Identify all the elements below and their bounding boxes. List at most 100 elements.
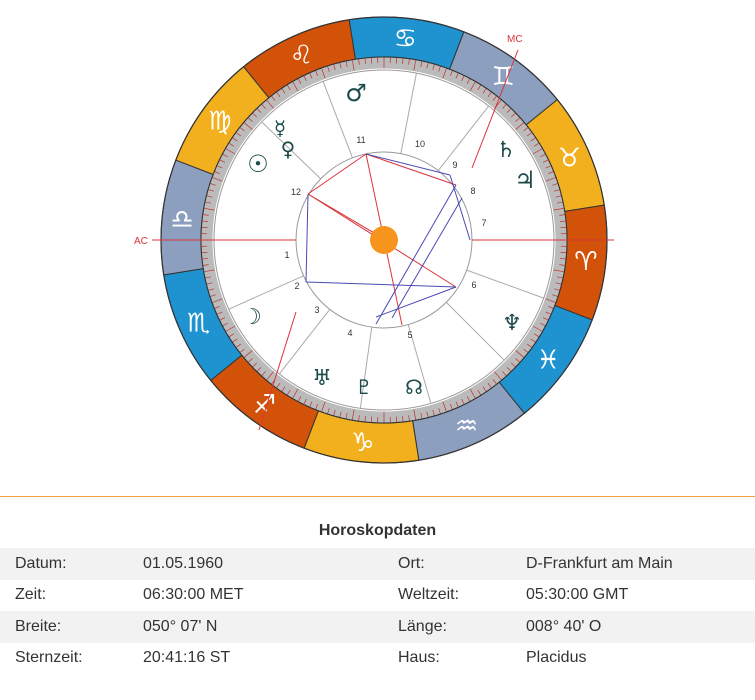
degree-tick bbox=[492, 95, 497, 101]
degree-tick bbox=[217, 311, 223, 315]
degree-tick bbox=[506, 367, 512, 372]
degree-tick bbox=[345, 61, 348, 67]
degree-tick bbox=[202, 220, 209, 222]
house-cusp-line bbox=[228, 275, 304, 310]
zodiac-glyph-sagittarius: ♐ bbox=[253, 390, 276, 420]
house-number-4: 4 bbox=[347, 328, 352, 338]
degree-tick bbox=[461, 398, 465, 405]
row-value: D-Frankfurt am Main bbox=[511, 548, 755, 580]
house-number-2: 2 bbox=[294, 281, 299, 291]
degree-tick bbox=[547, 171, 554, 175]
degree-tick bbox=[358, 59, 360, 65]
degree-tick bbox=[413, 409, 417, 420]
degree-tick bbox=[469, 388, 476, 399]
row-label: Sternzeit: bbox=[15, 649, 83, 667]
degree-tick bbox=[532, 148, 543, 155]
degree-tick bbox=[545, 165, 551, 169]
horoscope-chart: ♋ ♊ ♉ ♈ ♓ ♒ ♑ ♐ ♏ ♎ ♍ ♌ 1 2 3 4 5 6 7 8 9 10 11 12 ☉ ☽ ☿ ♀ ♂ ♃ ♄ ♅ ♆ ♇ ☊… bbox=[134, 16, 614, 464]
degree-tick bbox=[286, 389, 291, 395]
degree-tick bbox=[303, 75, 307, 82]
degree-tick bbox=[256, 367, 262, 372]
house-number-1: 1 bbox=[284, 250, 289, 260]
degree-tick bbox=[413, 60, 417, 71]
degree-tick bbox=[266, 371, 274, 381]
degree-tick bbox=[540, 154, 546, 158]
house-number-11: 11 bbox=[356, 135, 365, 145]
degree-tick bbox=[286, 85, 291, 91]
house-cusp-line bbox=[359, 327, 373, 409]
planet-jupiter-icon: ♃ bbox=[514, 166, 536, 194]
planet-positions: ☉ ☽ ☿♀ ♂ ♃ ♄ ♅ ♆ ♇ ☊ bbox=[242, 79, 536, 399]
degree-tick bbox=[449, 70, 453, 77]
degree-tick bbox=[333, 410, 336, 416]
degree-tick bbox=[276, 382, 281, 388]
degree-tick bbox=[204, 269, 215, 273]
degree-tick bbox=[553, 207, 564, 211]
degree-tick bbox=[530, 338, 536, 343]
house-number-6: 6 bbox=[471, 280, 476, 290]
zodiac-glyph-pisces: ♓ bbox=[537, 345, 560, 375]
degree-tick bbox=[208, 189, 214, 192]
degree-tick bbox=[502, 371, 507, 376]
row-label: Haus: bbox=[398, 649, 440, 667]
aspect-line bbox=[375, 184, 457, 325]
row-label: Datum: bbox=[0, 548, 128, 580]
degree-tick bbox=[203, 214, 209, 216]
degree-tick bbox=[248, 117, 253, 122]
degree-tick bbox=[432, 410, 435, 416]
degree-tick bbox=[532, 325, 543, 332]
section-divider bbox=[0, 496, 755, 497]
degree-tick bbox=[315, 70, 319, 77]
degree-tick bbox=[530, 137, 536, 142]
angle-axis-line bbox=[258, 311, 297, 431]
degree-tick bbox=[555, 195, 562, 198]
degree-tick bbox=[408, 59, 410, 65]
degree-tick bbox=[206, 195, 213, 198]
degree-tick bbox=[239, 127, 245, 132]
planet-node-icon: ☊ bbox=[405, 375, 423, 399]
house-cusp-line bbox=[322, 81, 353, 159]
degree-tick bbox=[455, 401, 459, 407]
zodiac-glyph-cancer: ♋ bbox=[394, 24, 417, 54]
degree-tick bbox=[540, 322, 546, 326]
degree-tick bbox=[545, 177, 556, 182]
degree-tick bbox=[243, 122, 253, 130]
center-dot bbox=[370, 226, 398, 254]
degree-tick bbox=[298, 396, 302, 402]
aspect-line bbox=[375, 286, 457, 318]
degree-tick bbox=[261, 104, 266, 109]
planet-saturn-icon: ♄ bbox=[496, 138, 516, 163]
house-number-5: 5 bbox=[407, 330, 412, 340]
degree-tick bbox=[309, 73, 313, 79]
degree-tick bbox=[229, 333, 235, 338]
degree-tick bbox=[292, 388, 299, 399]
house-cusps bbox=[228, 73, 544, 409]
degree-tick bbox=[339, 62, 342, 69]
degree-tick bbox=[545, 311, 551, 315]
degree-tick bbox=[542, 159, 549, 163]
degree-tick bbox=[523, 127, 529, 132]
house-number-8: 8 bbox=[470, 186, 475, 196]
zodiac-glyph-scorpio: ♏ bbox=[187, 309, 210, 339]
degree-tick bbox=[552, 183, 558, 186]
planet-sun-icon: ☉ bbox=[247, 150, 269, 178]
planet-mercury-icon: ☿ bbox=[274, 116, 286, 140]
degree-tick bbox=[236, 132, 242, 137]
degree-tick bbox=[219, 317, 226, 321]
degree-tick bbox=[236, 343, 242, 348]
degree-tick bbox=[321, 68, 326, 79]
degree-tick bbox=[487, 92, 492, 98]
degree-tick bbox=[466, 78, 470, 84]
row-label: Weltzeit: bbox=[398, 586, 460, 604]
degree-tick bbox=[420, 61, 423, 67]
degree-tick bbox=[327, 408, 330, 414]
degree-tick bbox=[276, 92, 281, 98]
degree-tick bbox=[321, 401, 326, 412]
degree-tick bbox=[281, 386, 286, 392]
degree-tick bbox=[426, 411, 429, 418]
house-number-9: 9 bbox=[452, 160, 457, 170]
degree-tick bbox=[351, 60, 355, 71]
degree-tick bbox=[559, 220, 566, 222]
aspect-line bbox=[305, 281, 457, 288]
degree-tick bbox=[271, 95, 276, 101]
